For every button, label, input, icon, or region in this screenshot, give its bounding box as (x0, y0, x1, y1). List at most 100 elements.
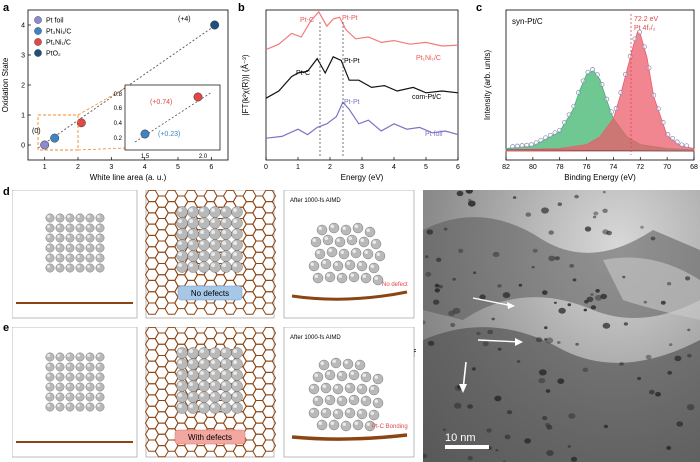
peak-label: 72.2 eV (634, 16, 658, 23)
pt-atom-highlight (47, 225, 50, 228)
pt-atom (231, 228, 243, 240)
pt-atom (344, 382, 356, 394)
zoom-connector (77, 147, 126, 151)
pt-atom (308, 407, 320, 419)
chart-b: |FT(k²χ(R))| (Å⁻³) Energy (eV) 0 1 2 3 4 5 6 P… (241, 9, 460, 182)
badge-with-defects (174, 429, 246, 445)
pt-atom (85, 392, 95, 402)
y-axis-label: Oxidation State (1, 57, 10, 112)
inset-xtick: 2.0 (199, 154, 208, 160)
arrow-head (459, 384, 467, 393)
pt-atom (55, 263, 65, 273)
pt-atom-highlight (358, 410, 362, 414)
pt-nanoparticle (425, 271, 432, 277)
arrow-head (507, 302, 515, 309)
pt-atom (220, 206, 232, 218)
pt-atom-highlight (77, 394, 80, 397)
pt-nanoparticle (516, 360, 521, 363)
pt-atom-highlight (189, 349, 193, 353)
pt-atom (65, 362, 75, 372)
x-axis-label: White line area (a. u.) (90, 173, 167, 182)
pt-nanoparticle (436, 257, 442, 262)
badge-no-defects (177, 285, 243, 301)
pt-atom-highlight (326, 396, 330, 400)
pt-atom-highlight (77, 384, 80, 387)
pt-nanoparticle (606, 230, 612, 236)
pt-atom-highlight (77, 404, 80, 407)
graphene-edge (291, 290, 408, 301)
pt-atom (187, 250, 199, 262)
arrow (477, 339, 522, 343)
pt-atom (348, 394, 360, 406)
pt-atom-highlight (222, 263, 226, 267)
pt-atom (364, 226, 376, 238)
pt-nanoparticle (458, 248, 464, 253)
label-ptpt-bot: Pt-Pt (344, 99, 360, 106)
pt-nanoparticle (546, 450, 554, 456)
pt-atom (75, 402, 85, 412)
pt-nanoparticle (594, 294, 603, 301)
pt-atom-highlight (178, 371, 182, 375)
graphene-edge (291, 433, 408, 441)
pt-nanoparticle (482, 341, 489, 347)
data-marker (571, 103, 577, 109)
pt-atom (75, 233, 85, 243)
y-tick-label: 2 (21, 83, 25, 90)
pt-atom-highlight (330, 421, 334, 425)
pt-nanoparticle (476, 331, 481, 336)
pt-atom (322, 234, 334, 246)
pt-atom-highlight (233, 219, 237, 223)
pt-atom-highlight (346, 384, 350, 388)
pt-atom-highlight (366, 228, 370, 232)
pt-atom (209, 228, 221, 240)
pt-atom-highlight (189, 241, 193, 245)
pt-atom-highlight (87, 384, 90, 387)
pt-atom-highlight (97, 404, 100, 407)
pt-nanoparticle (506, 410, 513, 415)
pt-atom-highlight (67, 394, 70, 397)
pt-atom-highlight (57, 384, 60, 387)
pt-atom (85, 253, 95, 263)
pt-atom (209, 402, 221, 414)
data-marker (618, 90, 624, 96)
pt-atom (198, 402, 210, 414)
label-ptpt-mid: Pt-Pt (344, 58, 360, 65)
badge-label: With defects (188, 433, 232, 442)
pt-atom (176, 228, 188, 240)
pt-atom-highlight (233, 263, 237, 267)
pt-nanoparticle (602, 322, 611, 329)
label-ptpt-top: Pt-Pt (342, 15, 358, 22)
pt-atom-highlight (189, 393, 193, 397)
pt-atom (176, 250, 188, 262)
pt-atom-highlight (189, 371, 193, 375)
pt-nanoparticle (667, 370, 673, 375)
inset-ytick: 0.4 (114, 121, 123, 127)
pt-atom (95, 213, 105, 223)
pt-atom-highlight (200, 241, 204, 245)
pt-atom (209, 250, 221, 262)
pt-atom-highlight (233, 360, 237, 364)
data-point (40, 140, 50, 150)
pt-atom-highlight (211, 360, 215, 364)
pt-nanoparticle (649, 389, 655, 395)
x-tick-label: 82 (502, 164, 510, 171)
pt-atom (370, 238, 382, 250)
pt-atom-highlight (189, 230, 193, 234)
pt-atom-highlight (97, 265, 100, 268)
pt-atom-highlight (97, 384, 100, 387)
graphene-ring (183, 302, 199, 315)
pt-atom-highlight (222, 404, 226, 408)
pt-atom (65, 392, 75, 402)
data-marker (576, 90, 581, 96)
pt-atom (220, 239, 232, 251)
y-tick-label: 1 (21, 113, 25, 120)
pt-atom-highlight (47, 364, 50, 367)
pt-atom-highlight (222, 360, 226, 364)
pt-nanoparticle (685, 276, 691, 281)
pt-atom (326, 246, 338, 258)
pt-atom (95, 253, 105, 263)
pt-nanoparticle (518, 283, 523, 287)
pt-atom (176, 380, 188, 392)
scale-bar (445, 445, 489, 449)
pt-nanoparticle (473, 271, 477, 274)
